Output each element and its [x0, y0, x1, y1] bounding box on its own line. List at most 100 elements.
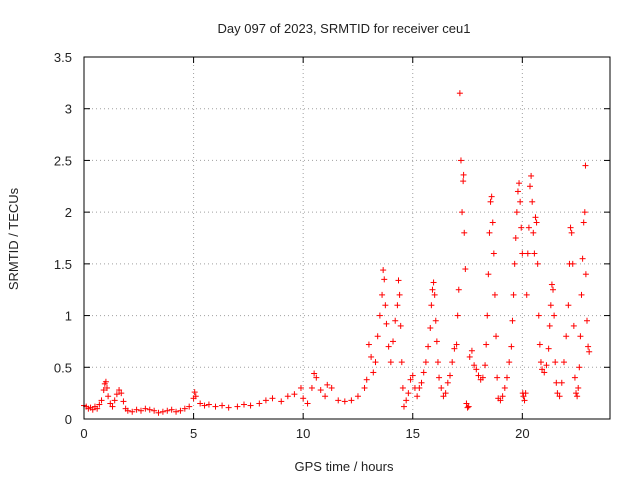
data-point [518, 224, 525, 231]
data-point [490, 250, 497, 257]
data-point [465, 403, 472, 410]
plot-frame [83, 56, 611, 420]
x-tick-labels: 0 5 10 15 20 [80, 426, 529, 441]
data-point [107, 400, 114, 407]
data-point [486, 229, 493, 236]
data-point [531, 250, 538, 257]
data-point [460, 178, 467, 185]
data-point [403, 397, 410, 404]
data-point [361, 384, 368, 391]
x-tick-label: 15 [406, 426, 420, 441]
data-point [525, 224, 532, 231]
data-point [533, 219, 540, 226]
data-point [551, 312, 558, 319]
data-point [348, 397, 355, 404]
data-point [376, 312, 383, 319]
data-point [569, 260, 576, 267]
data-point [177, 407, 184, 414]
data-point [427, 324, 434, 331]
data-point [431, 291, 438, 298]
data-point [370, 369, 377, 376]
data-point [576, 364, 583, 371]
data-point [381, 276, 388, 283]
data-point [485, 271, 492, 278]
data-point [155, 409, 162, 416]
data-point [409, 372, 416, 379]
data-point [488, 193, 495, 200]
data-point [429, 286, 436, 293]
data-point [529, 198, 536, 205]
y-tick-label: 3.5 [54, 50, 72, 65]
data-point [111, 397, 118, 404]
data-point [528, 172, 535, 179]
data-point [535, 312, 542, 319]
data-point [96, 401, 103, 408]
data-point [582, 271, 589, 278]
x-tick-label: 0 [80, 426, 87, 441]
data-point [483, 341, 490, 348]
data-point [240, 401, 247, 408]
data-point [517, 198, 524, 205]
data-point [462, 266, 469, 273]
data-point [168, 406, 175, 413]
data-point [124, 407, 131, 414]
x-axis-label: GPS time / hours [295, 459, 394, 474]
x-tick-label: 20 [515, 426, 529, 441]
data-point [313, 374, 320, 381]
data-point [212, 403, 219, 410]
data-point [159, 408, 166, 415]
data-point [581, 209, 588, 216]
data-point [447, 372, 454, 379]
data-point [380, 267, 387, 274]
data-point [433, 338, 440, 345]
data-point [390, 338, 397, 345]
data-point [234, 403, 241, 410]
data-point [192, 393, 199, 400]
data-point [430, 279, 437, 286]
data-point [317, 387, 324, 394]
data-point [397, 322, 404, 329]
data-point [521, 397, 528, 404]
y-tick-label: 2 [65, 205, 72, 220]
data-point [432, 317, 439, 324]
data-point [543, 362, 550, 369]
y-tick-label: 3 [65, 102, 72, 117]
data-point [398, 359, 405, 366]
data-point [100, 387, 107, 394]
data-point [545, 345, 552, 352]
data-point [577, 333, 584, 340]
data-point [394, 302, 401, 309]
x-tick-label: 5 [190, 426, 197, 441]
data-point [374, 333, 381, 340]
data-point [554, 390, 561, 397]
data-point [571, 374, 578, 381]
data-point [118, 390, 125, 397]
data-point [256, 400, 263, 407]
data-point [291, 391, 298, 398]
data-point [522, 390, 529, 397]
data-point [585, 343, 592, 350]
chart-title: Day 097 of 2023, SRMTID for receiver ceu… [218, 21, 471, 36]
data-point [473, 366, 480, 373]
data-point [573, 390, 580, 397]
data-point [354, 393, 361, 400]
data-point [142, 405, 149, 412]
data-point [550, 286, 557, 293]
data-point [300, 395, 307, 402]
data-point [396, 291, 403, 298]
data-point [552, 359, 559, 366]
data-point [530, 229, 537, 236]
data-point [574, 393, 581, 400]
y-tick-label: 0 [65, 412, 72, 427]
data-point [463, 400, 470, 407]
data-point [416, 384, 423, 391]
gridlines [84, 57, 610, 419]
data-point [582, 162, 589, 169]
data-point [322, 393, 329, 400]
data-point [444, 379, 451, 386]
data-point [553, 379, 560, 386]
data-point [460, 171, 467, 178]
data-point [489, 219, 496, 226]
data-point [324, 381, 331, 388]
data-point [457, 157, 464, 164]
